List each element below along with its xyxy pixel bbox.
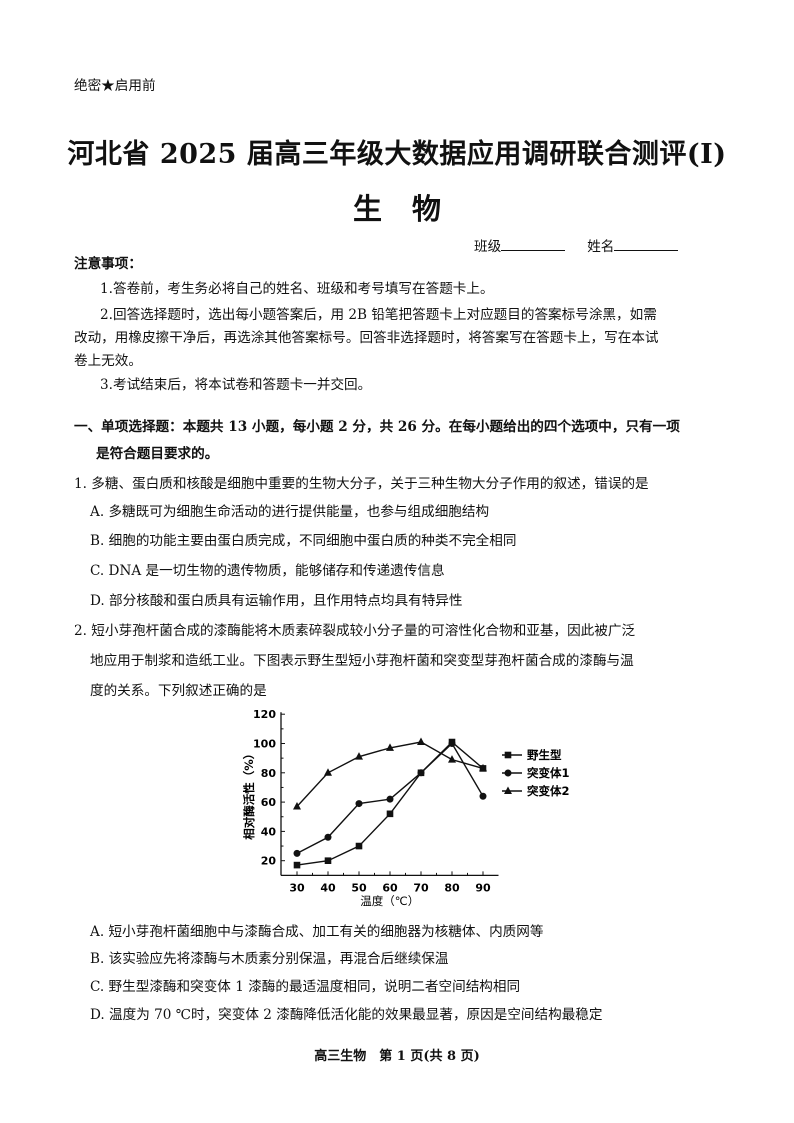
square-marker xyxy=(324,857,332,864)
question-stem: 度的关系。下列叙述正确的是 xyxy=(90,683,267,699)
legend-item: 突变体1 xyxy=(502,766,570,780)
triangle-marker xyxy=(417,737,425,746)
circle-marker xyxy=(448,740,456,747)
notice-item: 卷上无效。 xyxy=(74,353,142,369)
axes: 20 40 60 80 100 120 30 40 50 60 70 80 90 温度（℃） 相对酶活性（%… xyxy=(242,708,499,908)
square-marker xyxy=(355,842,363,850)
legend-label: 突变体2 xyxy=(527,784,570,798)
section-heading: 一、单项选择题：本题共 13 小题，每小题 2 分，共 26 分。在每小题给出的… xyxy=(74,419,680,435)
circle-marker xyxy=(293,849,301,857)
circle-marker xyxy=(479,792,487,800)
circle-marker xyxy=(355,800,363,808)
option-c: C. 野生型漆酶和突变体 1 漆酶的最适温度相同，说明二者空间结构相同 xyxy=(90,979,521,995)
option-a: A. 多糖既可为细胞生命活动的进行提供能量，也参与组成细胞结构 xyxy=(90,504,490,520)
exam-title: 河北省 2025 届高三年级大数据应用调研联合测评(Ⅰ) xyxy=(67,139,727,170)
square-marker xyxy=(504,751,512,759)
notice-item: 1.答卷前，考生务必将自己的姓名、班级和考号填写在答题卡上。 xyxy=(100,281,494,297)
secret-label: 绝密★启用前 xyxy=(74,78,156,94)
triangle-marker xyxy=(293,801,301,810)
series-3 xyxy=(293,737,487,810)
option-a: A. 短小芽孢杆菌细胞中与漆酶合成、加工有关的细胞器为核糖体、内质网等 xyxy=(90,924,544,940)
x-tick-label: 90 xyxy=(475,881,491,894)
x-tick-label: 80 xyxy=(444,881,460,894)
triangle-marker xyxy=(504,786,512,794)
y-tick-label: 80 xyxy=(261,767,277,780)
page-footer: 高三生物 第 1 页(共 8 页) xyxy=(314,1049,480,1064)
y-axis-label: 相对酶活性（%） xyxy=(242,748,256,840)
circle-marker xyxy=(386,795,394,803)
enzyme-activity-chart: 20 40 60 80 100 120 30 40 50 60 70 80 90 温度（℃） 相对酶活性（%… xyxy=(242,708,570,908)
x-tick-label: 30 xyxy=(289,881,305,894)
question-stem: 2. 短小芽孢杆菌合成的漆酶能将木质素碎裂成较小分子量的可溶性化合物和亚基，因此… xyxy=(74,623,636,639)
x-tick-label: 60 xyxy=(382,881,398,894)
option-c: C. DNA 是一切生物的遗传物质，能够储存和传递遗传信息 xyxy=(90,563,445,579)
triangle-marker xyxy=(355,752,363,760)
x-tick-label: 40 xyxy=(320,881,336,894)
x-axis-label: 温度（℃） xyxy=(360,894,419,908)
square-marker xyxy=(293,861,301,869)
name-label: 姓名 xyxy=(587,239,615,255)
option-d: D. 温度为 70 ℃时，突变体 2 漆酶降低活化能的效果最显著，原因是空间结构… xyxy=(90,1007,603,1023)
name-blank xyxy=(614,238,679,251)
triangle-marker xyxy=(386,743,394,751)
y-tick-label: 100 xyxy=(253,738,276,751)
class-label: 班级 xyxy=(474,239,502,255)
class-name-fields: 班级 姓名 xyxy=(474,235,700,255)
y-tick-label: 40 xyxy=(261,825,277,838)
circle-marker xyxy=(324,833,332,841)
section-heading-cont: 是符合题目要求的。 xyxy=(96,446,219,462)
y-tick-label: 20 xyxy=(261,855,277,868)
option-d: D. 部分核酸和蛋白质具有运输作用，且作用特点均具有特异性 xyxy=(90,593,463,609)
y-tick-label: 60 xyxy=(261,796,277,809)
legend-label: 野生型 xyxy=(527,748,562,762)
circle-marker xyxy=(417,769,425,777)
x-tick-label: 50 xyxy=(351,881,367,894)
notice-heading: 注意事项： xyxy=(74,256,142,272)
triangle-marker xyxy=(448,755,456,763)
notice-item: 3.考试结束后，将本试卷和答题卡一并交回。 xyxy=(100,377,372,393)
series-1 xyxy=(293,738,487,869)
series-2 xyxy=(293,740,487,857)
option-b: B. 该实验应先将漆酶与木质素分别保温，再混合后继续保温 xyxy=(90,951,449,967)
triangle-marker xyxy=(479,763,487,772)
legend-item: 野生型 xyxy=(502,748,562,762)
square-marker xyxy=(386,810,394,818)
subject-title: 生物 xyxy=(352,192,471,226)
triangle-marker xyxy=(324,768,332,776)
option-b: B. 细胞的功能主要由蛋白质完成，不同细胞中蛋白质的种类不完全相同 xyxy=(90,533,517,549)
series-group xyxy=(293,737,487,869)
notice-item: 2.回答选择题时，选出每小题答案后，用 2B 铅笔把答题卡上对应题目的答案标号涂… xyxy=(100,307,657,323)
circle-marker xyxy=(504,769,512,777)
class-blank xyxy=(501,238,566,251)
legend-label: 突变体1 xyxy=(527,766,570,780)
x-tick-label: 70 xyxy=(413,881,429,894)
legend-item: 突变体2 xyxy=(502,784,570,798)
question-stem: 地应用于制浆和造纸工业。下图表示野生型短小芽孢杆菌和突变型芽孢杆菌合成的漆酶与温 xyxy=(90,653,634,669)
question-stem: 1. 多糖、蛋白质和核酸是细胞中重要的生物大分子，关于三种生物大分子作用的叙述，… xyxy=(74,476,649,492)
notice-item: 改动，用橡皮擦干净后，再选涂其他答案标号。回答非选择题时，将答案写在答题卡上，写… xyxy=(74,330,659,346)
y-tick-label: 120 xyxy=(253,708,276,721)
